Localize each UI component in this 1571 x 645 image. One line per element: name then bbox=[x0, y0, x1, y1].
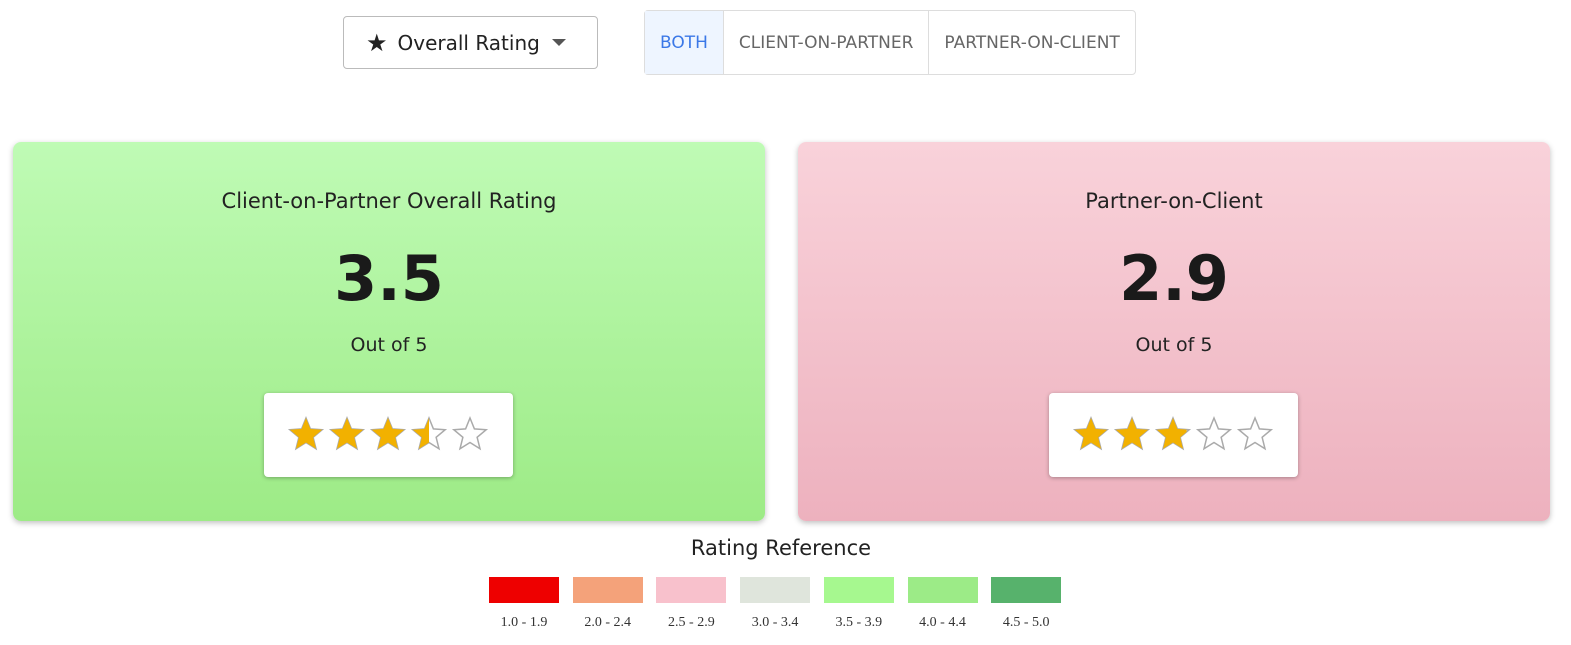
legend-label: 2.0 - 2.4 bbox=[584, 615, 632, 630]
star-outline bbox=[1236, 415, 1274, 451]
star-box bbox=[264, 393, 513, 477]
card-subtitle: Out of 5 bbox=[1135, 334, 1213, 356]
caret bbox=[551, 38, 566, 46]
star-fill bbox=[330, 418, 364, 449]
stars bbox=[1072, 415, 1274, 451]
star-box bbox=[1049, 393, 1298, 477]
legend-swatch bbox=[823, 577, 894, 603]
tab[interactable]: BOTH bbox=[645, 11, 723, 74]
star-fill bbox=[1156, 418, 1187, 449]
star-fill bbox=[412, 418, 429, 449]
star-outline bbox=[1195, 415, 1233, 451]
legend-swatch bbox=[991, 577, 1062, 603]
tab[interactable]: CLIENT-ON-PARTNER bbox=[722, 11, 929, 74]
tab-group: BOTH CLIENT-ON-PARTNER PARTNER-ON-CLIENT bbox=[644, 10, 1136, 75]
legend-label: 4.5 - 5.0 bbox=[1002, 615, 1050, 630]
legend-label: 4.0 - 4.4 bbox=[919, 615, 966, 630]
card-title: Partner-on-Client bbox=[1085, 189, 1263, 213]
legend-swatch bbox=[656, 577, 727, 603]
star-fill bbox=[289, 418, 323, 449]
legend-label: 1.0 - 1.9 bbox=[500, 615, 548, 630]
star-icon: ★ bbox=[366, 28, 388, 57]
legend-label: 2.5 - 2.9 bbox=[668, 615, 715, 630]
star-fill bbox=[371, 418, 405, 449]
rating-card: Partner-on-Client 2.9 Out of 5 bbox=[798, 142, 1550, 521]
card-title: Client-on-Partner Overall Rating bbox=[221, 189, 557, 213]
legend-title: Rating Reference bbox=[690, 536, 872, 560]
tab[interactable]: PARTNER-ON-CLIENT bbox=[928, 11, 1134, 74]
star-fill bbox=[1115, 418, 1149, 449]
rating-value: 3.5 bbox=[334, 242, 444, 315]
card-subtitle: Out of 5 bbox=[350, 334, 428, 356]
rating-dropdown[interactable]: ★ Overall Rating bbox=[343, 16, 598, 69]
legend-label: 3.0 - 3.4 bbox=[751, 615, 799, 630]
rating-value: 2.9 bbox=[1119, 242, 1229, 315]
star-outline bbox=[451, 415, 489, 451]
dropdown-label: Overall Rating bbox=[397, 30, 540, 55]
legend-swatch bbox=[572, 577, 643, 603]
rating-card: Client-on-Partner Overall Rating 3.5 Out o… bbox=[13, 142, 765, 521]
stars bbox=[287, 415, 489, 451]
legend-swatch bbox=[907, 577, 978, 603]
legend-swatch bbox=[489, 577, 559, 603]
legend-label: 3.5 - 3.9 bbox=[835, 615, 883, 630]
star-fill bbox=[1074, 418, 1108, 449]
legend-swatch bbox=[740, 577, 811, 603]
